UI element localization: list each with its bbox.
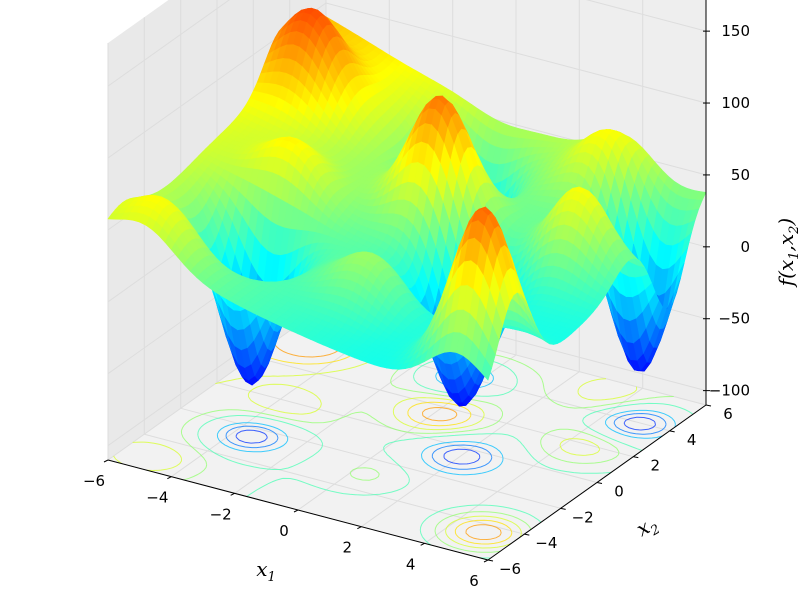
y-tick-mark — [560, 507, 566, 510]
x-tick-mark — [230, 492, 235, 496]
y-tick-mark — [596, 482, 603, 484]
x-tick-label: −2 — [210, 505, 232, 523]
x-axis-label: x1 — [256, 557, 276, 585]
y-tick-label: −2 — [572, 508, 594, 526]
tick-labels: −6 −4 −2 0 2 4 6 −6 −4 −2 0 2 4 6 −100 −50 0 50 100 150 — [83, 22, 750, 590]
floor-contours — [113, 316, 694, 559]
y-tick-label: −6 — [499, 560, 521, 578]
z-axis-label: f(x1,x2) — [774, 218, 800, 289]
x-tick-label: −6 — [83, 472, 105, 490]
y-axis-label: x2 — [632, 511, 663, 545]
y-tick-mark — [705, 404, 712, 407]
z-gridline — [107, 2, 707, 159]
x-tick-mark — [103, 459, 109, 463]
x-tick-label: 4 — [406, 555, 416, 573]
contour-line — [235, 416, 656, 465]
y-tick-mark — [524, 533, 530, 536]
y-tick-label: 2 — [651, 457, 661, 475]
z-gridline — [107, 0, 707, 87]
x-tick-mark — [420, 542, 425, 546]
surface — [107, 7, 707, 407]
x-tick-label: 6 — [469, 572, 479, 590]
x-tick-mark — [483, 559, 489, 563]
y-tick-label: 6 — [723, 405, 733, 423]
x-tick-mark — [357, 526, 362, 530]
y-tick-mark — [633, 456, 639, 459]
y-tick-label: −4 — [535, 534, 557, 552]
y-tick-mark — [669, 430, 675, 433]
z-tick-label: 50 — [731, 166, 750, 184]
x-tick-mark — [167, 476, 172, 480]
x-tick-mark — [293, 509, 299, 513]
x-tick-label: −4 — [146, 489, 168, 507]
y-gridline — [216, 0, 598, 483]
y-gridline — [143, 17, 525, 535]
x-tick-label: 0 — [279, 522, 289, 540]
z-tick-label: 0 — [740, 238, 750, 256]
y-tick-label: 4 — [687, 431, 697, 449]
axis-lines — [103, 0, 712, 563]
y-tick-label: 0 — [614, 483, 624, 501]
y-tick-mark — [487, 559, 494, 562]
z-tick-label: −50 — [718, 310, 750, 328]
z-tick-label: 150 — [721, 22, 750, 40]
x-tick-label: 2 — [343, 539, 353, 557]
z-tick-label: 100 — [721, 94, 750, 112]
z-tick-label: −100 — [709, 382, 750, 400]
surface-patch — [481, 358, 492, 381]
y-gridline — [180, 0, 561, 509]
